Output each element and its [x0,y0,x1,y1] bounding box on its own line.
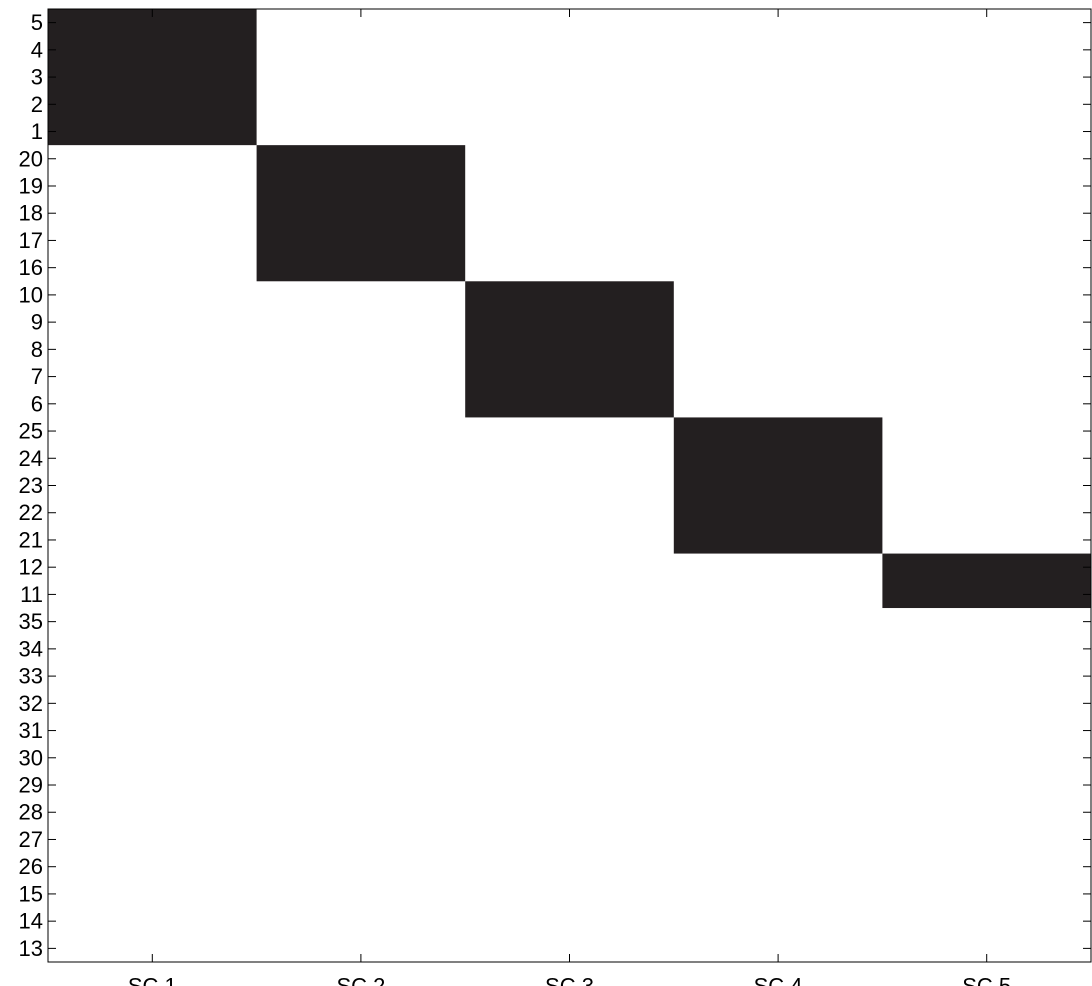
heatmap-cell-block [673,417,883,554]
y-tick-label: 20 [19,146,43,171]
y-tick-label: 16 [19,255,43,280]
y-tick-label: 30 [19,745,43,770]
y-tick-label: 22 [19,500,43,525]
x-tick-label: SC 2 [336,974,385,986]
heatmap-cell-block [882,553,1091,609]
y-tick-label: 33 [19,664,43,689]
y-tick-label: 1 [31,119,43,144]
y-tick-label: 15 [19,881,43,906]
y-tick-label: 23 [19,473,43,498]
y-tick-label: 31 [19,718,43,743]
y-tick-label: 3 [31,65,43,90]
y-tick-label: 2 [31,92,43,117]
y-tick-label: 18 [19,201,43,226]
x-tick-label: SC 1 [128,974,177,986]
y-tick-label: 34 [19,636,43,661]
y-tick-label: 19 [19,173,43,198]
heatmap-cell-block [465,281,674,418]
y-tick-label: 10 [19,282,43,307]
x-tick-label: SC 5 [962,974,1011,986]
y-tick-label: 35 [19,609,43,634]
y-tick-label: 32 [19,691,43,716]
y-tick-label: 17 [19,228,43,253]
y-axis-tick-labels: 5432120191817161098762524232221121135343… [19,10,43,961]
y-tick-label: 12 [19,555,43,580]
y-tick-label: 28 [19,800,43,825]
y-tick-label: 6 [31,391,43,416]
heatmap-cell-block [256,145,466,282]
y-tick-label: 5 [31,10,43,35]
y-tick-label: 8 [31,337,43,362]
y-tick-label: 4 [31,37,43,62]
y-tick-label: 7 [31,364,43,389]
y-tick-label: 14 [19,909,43,934]
heatmap-cell-block [48,9,257,146]
y-tick-label: 26 [19,854,43,879]
y-tick-label: 11 [20,582,43,607]
y-tick-label: 29 [19,773,43,798]
heatmap-cells [48,9,1091,609]
y-tick-label: 21 [19,527,43,552]
y-tick-label: 13 [19,936,43,961]
y-tick-label: 27 [19,827,43,852]
y-tick-label: 9 [31,310,43,335]
y-tick-label: 25 [19,419,43,444]
axis-ticks [48,9,1091,962]
x-axis-tick-labels: SC 1 SC 2 SC 3 SC 4 SC 5 [128,974,1011,986]
y-tick-label: 24 [19,446,43,471]
x-tick-label: SC 3 [545,974,594,986]
plot-area-frame [47,8,1092,963]
x-tick-label: SC 4 [754,974,803,986]
